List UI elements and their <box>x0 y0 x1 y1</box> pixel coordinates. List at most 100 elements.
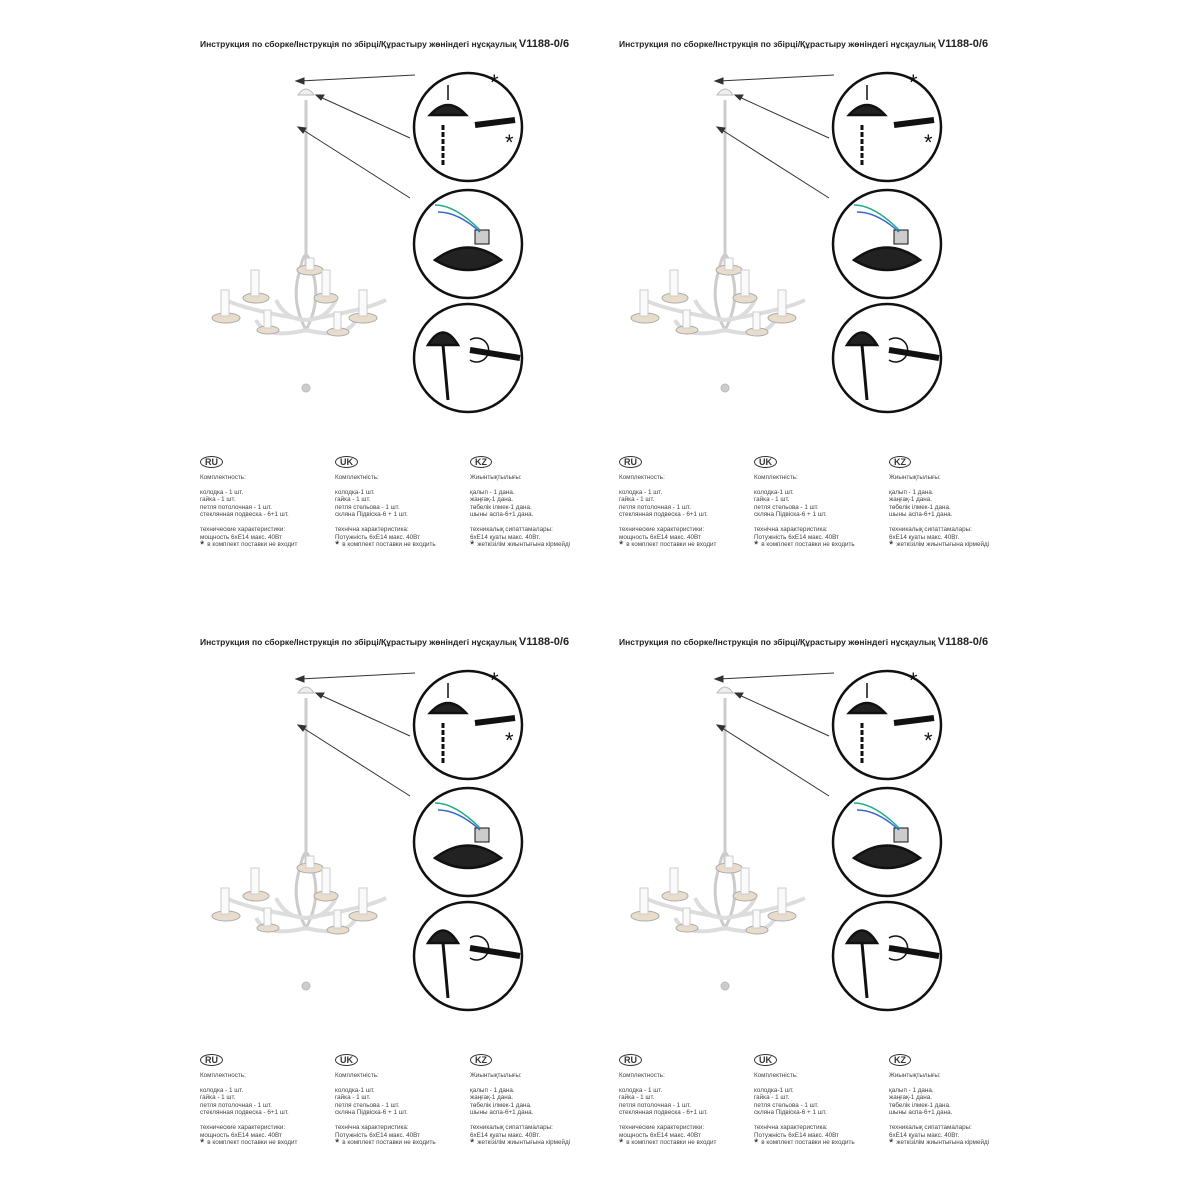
item: қалып - 1 дана. <box>889 1086 934 1094</box>
title-text: Инструкция по сборке/Інструкція по збірц… <box>200 39 517 49</box>
contents-heading: Жиынтықтылығы: <box>889 1072 941 1079</box>
spec-heading: технічна характеристика: <box>335 525 409 533</box>
language-badge: UK <box>754 456 777 468</box>
item: гайка - 1 шт. <box>335 496 371 504</box>
asterisk-icon: * <box>619 539 624 552</box>
item: төбелік ілмек-1 дана. <box>889 503 951 511</box>
detail-circle-ceiling-mount: * * <box>831 70 943 183</box>
contents-heading: Комплектность: <box>200 1072 246 1079</box>
detail-circle-ceiling-mount: * * <box>412 70 524 183</box>
detail-circle-ceiling-mount: * * <box>831 668 943 781</box>
detail-circle-chain <box>412 900 524 1012</box>
detail-circle-chain <box>831 900 943 1012</box>
note: * в комплект поставки не входит <box>619 1137 754 1150</box>
kit-contents-section: RU Комплектность: колодка - 1 шт. гайка … <box>619 1054 1019 1174</box>
asterisk-mark: * <box>505 130 514 155</box>
column-ru: RU Комплектность: колодка - 1 шт. гайка … <box>619 456 754 552</box>
note-text: жеткізілім жиынтығына кірмейді <box>477 541 571 549</box>
instruction-panel: Инструкция по сборке/Інструкція по збірц… <box>0 598 600 1198</box>
item: төбелік ілмек-1 дана. <box>889 1101 951 1109</box>
asterisk-icon: * <box>619 1137 624 1150</box>
note-text: в комплект поставки не входить <box>342 541 436 549</box>
column-ru: RU Комплектность: колодка - 1 шт. гайка … <box>200 456 335 551</box>
column-uk: UK Комплектність: колодка-1 шт. гайка - … <box>754 1054 889 1149</box>
assembly-illustration: * * <box>630 668 943 1012</box>
pointer-arrows <box>713 74 835 199</box>
item: гайка - 1 шт. <box>335 1094 371 1102</box>
panel-title: Инструкция по сборке/Інструкція по збірц… <box>619 636 988 648</box>
item: колодка-1 шт. <box>335 488 375 496</box>
item: петля потолочная - 1 шт. <box>200 1101 272 1109</box>
language-badge: KZ <box>470 1054 492 1066</box>
language-badge: UK <box>335 1054 358 1066</box>
column-kz: KZ Жиынтықтылығы: қалып - 1 дана. жаңғақ… <box>470 1054 605 1149</box>
asterisk-mark: * <box>490 70 499 95</box>
asterisk-mark: * <box>490 668 499 693</box>
asterisk-icon: * <box>335 1137 340 1150</box>
note: * жеткізілім жиынтығына кірмейді <box>470 1138 605 1149</box>
instruction-panel: Инструкция по сборке/Інструкція по збірц… <box>419 598 1019 1198</box>
note: * в комплект поставки не входит <box>200 1137 335 1150</box>
item: петля потолочная - 1 шт. <box>200 503 272 511</box>
spec-heading: техникалық сипаттамалары: <box>889 525 972 533</box>
item: шыны аспа-6+1 дана. <box>470 1109 534 1117</box>
model-number: V1188-0/6 <box>937 38 989 50</box>
asterisk-mark: * <box>505 728 514 753</box>
note-text: в комплект поставки не входит <box>626 541 717 549</box>
note: * жеткізілім жиынтығына кірмейді <box>889 1137 1024 1150</box>
spec: Потужність 6хЕ14 макс. 40Вт <box>335 1131 421 1139</box>
asterisk-icon: * <box>754 539 759 552</box>
asterisk-icon: * <box>889 1137 894 1150</box>
asterisk-mark: * <box>924 130 933 155</box>
spec: мощность 6хЕ14 макс. 40Вт <box>619 1131 701 1139</box>
note-text: в комплект поставки не входить <box>342 1139 436 1147</box>
item: төбелік ілмек-1 дана. <box>470 503 532 511</box>
spec-heading: технічна характеристика: <box>335 1123 409 1131</box>
item: петля стельова - 1 шт. <box>335 503 400 511</box>
note: * в комплект поставки не входит <box>200 540 335 551</box>
spec-heading: технические характеристики: <box>619 525 705 533</box>
instruction-panel: Инструкция по сборке/Інструкція по збірц… <box>0 0 600 600</box>
model-number: V1188-0/6 <box>937 636 989 648</box>
item: колодка - 1 шт. <box>200 1086 244 1094</box>
language-badge: RU <box>200 456 223 468</box>
contents-heading: Жиынтықтылығы: <box>470 474 522 481</box>
note: * в комплект поставки не входить <box>754 539 889 552</box>
language-badge: KZ <box>470 456 492 468</box>
note: * в комплект поставки не входить <box>335 539 470 552</box>
detail-circle-chain <box>412 302 524 414</box>
language-badge: UK <box>754 1054 777 1066</box>
note-text: в комплект поставки не входить <box>761 541 855 549</box>
spec-heading: техникалық сипаттамалары: <box>889 1123 972 1131</box>
spec: 6хЕ14 қуаты макс. 40Вт. <box>470 1131 541 1139</box>
language-badge: RU <box>619 456 642 468</box>
column-ru: RU Комплектность: колодка - 1 шт. гайка … <box>619 1054 754 1150</box>
panel-title: Инструкция по сборке/Інструкція по збірц… <box>200 636 569 648</box>
assembly-illustration: * * <box>211 70 524 414</box>
item: скляна Підвіска-6 + 1 шт. <box>335 1109 408 1117</box>
kit-contents-section: RU Комплектность: колодка - 1 шт. гайка … <box>200 456 600 576</box>
item: скляна Підвіска-6 + 1 шт. <box>754 1109 827 1117</box>
asterisk-icon: * <box>470 539 475 552</box>
note: * в комплект поставки не входить <box>335 1137 470 1150</box>
asterisk-icon: * <box>200 1137 205 1150</box>
language-badge: KZ <box>889 456 911 468</box>
spec: 6хЕ14 қуаты макс. 40Вт. <box>889 533 960 541</box>
spec: Потужність 6хЕ14 макс. 40Вт <box>754 1131 840 1139</box>
note-text: жеткізілім жиынтығына кірмейді <box>477 1139 571 1147</box>
language-badge: KZ <box>889 1054 911 1066</box>
note: * в комплект поставки не входить <box>754 1138 889 1149</box>
item: қалып - 1 дана. <box>470 488 515 496</box>
spec-heading: техникалық сипаттамалары: <box>470 525 553 533</box>
detail-circle-wiring <box>412 786 524 898</box>
item: гайка - 1 шт. <box>200 496 236 504</box>
contents-heading: Комплектність: <box>335 474 379 481</box>
asterisk-icon: * <box>335 539 340 552</box>
panel-title: Инструкция по сборке/Інструкція по збірц… <box>200 38 569 50</box>
item: жаңғақ-1 дана. <box>889 496 932 504</box>
item: гайка - 1 шт. <box>619 496 655 504</box>
chandelier-image <box>630 686 806 991</box>
detail-circle-ceiling-mount: * * <box>412 668 524 781</box>
contents-heading: Жиынтықтылығы: <box>889 474 941 481</box>
spec: Потужність 6хЕ14 макс. 40Вт <box>335 533 421 541</box>
